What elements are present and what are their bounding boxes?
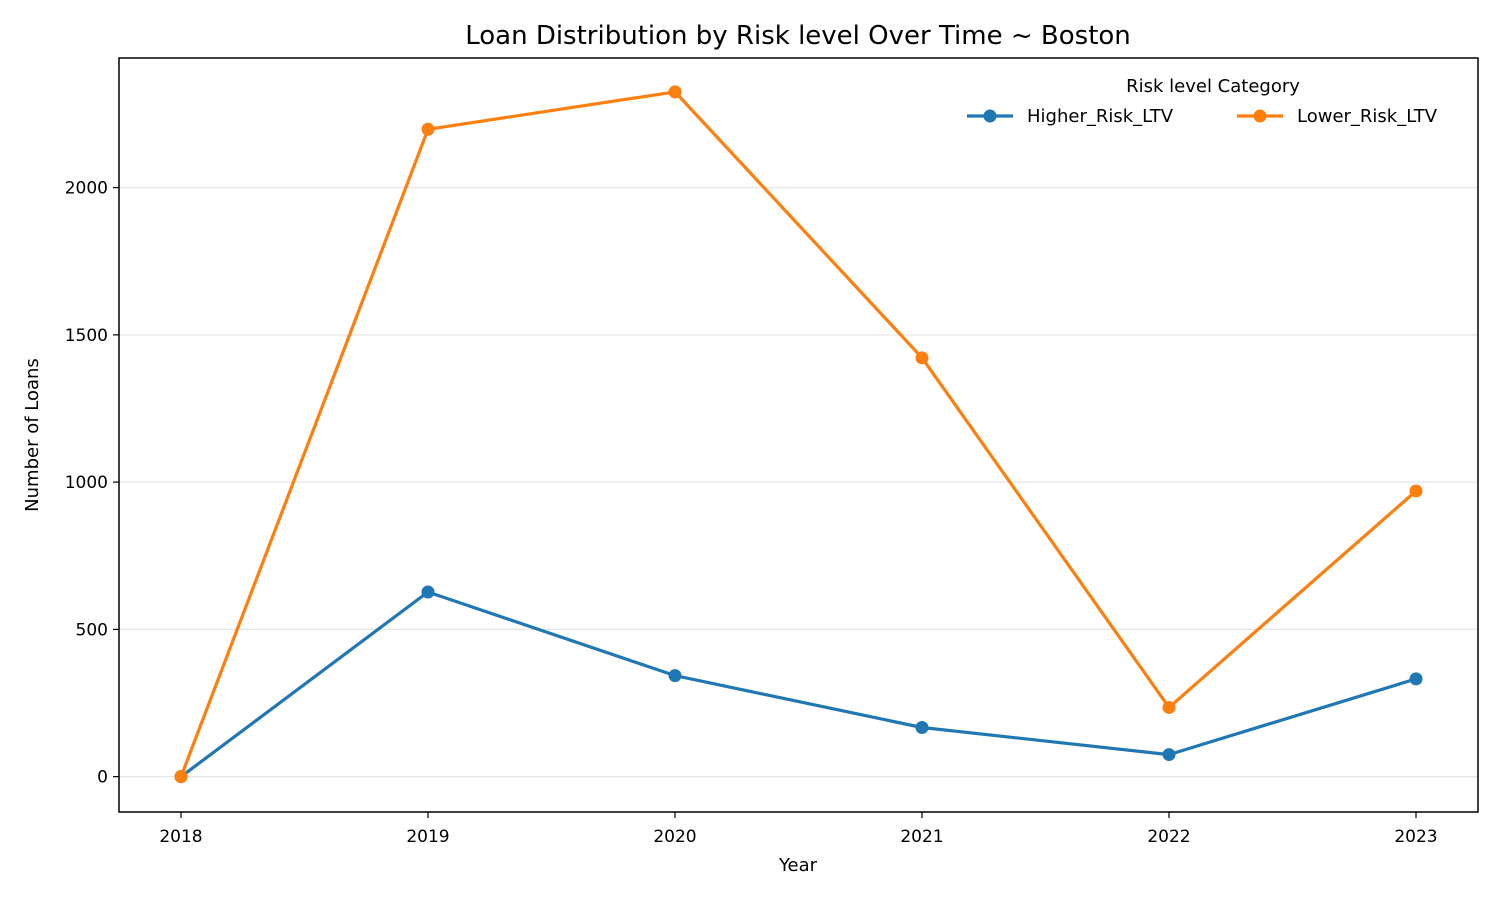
- y-axis-ticks: 0 500 1000 1500 2000: [65, 179, 119, 788]
- x-axis-label: Year: [778, 855, 818, 876]
- data-point-lower-risk-ltv-2023: [1409, 484, 1423, 498]
- legend-title: Risk level Category: [1126, 76, 1300, 97]
- y-tick-label-0: 0: [97, 768, 108, 788]
- series-line-lower-risk-ltv: [179, 90, 1418, 779]
- plot-area-frame: [118, 57, 1479, 813]
- legend-marker-higher-risk-ltv: [983, 109, 997, 123]
- data-point-higher-risk-ltv-2019: [421, 585, 435, 599]
- y-tick-label-2000: 2000: [65, 179, 108, 199]
- data-point-higher-risk-ltv-2021: [915, 720, 929, 734]
- legend-label-higher-risk-ltv: Higher_Risk_LTV: [1027, 106, 1174, 127]
- x-tick-label-2019: 2019: [406, 827, 449, 847]
- x-tick-label-2022: 2022: [1147, 827, 1190, 847]
- y-tick-label-500: 500: [76, 620, 108, 640]
- data-point-higher-risk-ltv-2022: [1162, 748, 1176, 762]
- x-tick-label-2023: 2023: [1394, 827, 1437, 847]
- y-axis-label: Number of Loans: [22, 358, 43, 512]
- x-axis-ticks: 2018 2019 2020 2021 2022 2023: [159, 812, 1438, 847]
- data-point-higher-risk-ltv-2023: [1409, 672, 1423, 686]
- x-tick-label-2021: 2021: [900, 827, 943, 847]
- data-point-lower-risk-ltv-2021: [915, 351, 929, 365]
- x-tick-label-2020: 2020: [653, 827, 696, 847]
- data-point-lower-risk-ltv-2018: [174, 770, 188, 784]
- legend-label-lower-risk-ltv: Lower_Risk_LTV: [1297, 106, 1438, 127]
- data-point-lower-risk-ltv-2019: [421, 122, 435, 136]
- y-tick-label-1500: 1500: [65, 326, 108, 346]
- data-point-lower-risk-ltv-2020: [668, 85, 682, 99]
- y-tick-label-1000: 1000: [65, 473, 108, 493]
- data-point-lower-risk-ltv-2022: [1162, 700, 1176, 714]
- data-point-higher-risk-ltv-2020: [668, 669, 682, 683]
- grid-lines: [119, 186, 1478, 778]
- series-layer: [174, 85, 1423, 784]
- series-line-higher-risk-ltv: [179, 590, 1418, 779]
- legend: Risk level Category Higher_Risk_LTV Lower…: [967, 76, 1438, 127]
- x-tick-label-2018: 2018: [159, 827, 202, 847]
- legend-items: Higher_Risk_LTV Lower_Risk_LTV: [967, 106, 1438, 127]
- legend-marker-lower-risk-ltv: [1253, 109, 1267, 123]
- chart-title: Loan Distribution by Risk level Over Tim…: [465, 21, 1131, 51]
